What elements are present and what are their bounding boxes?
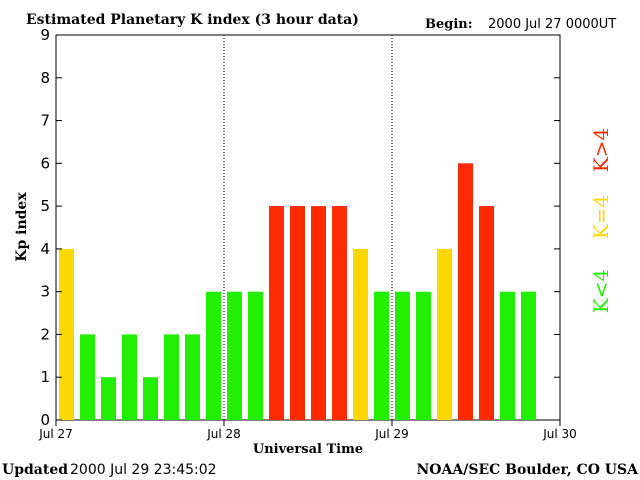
legend-equal: K=4 xyxy=(589,195,613,239)
kp-bar xyxy=(521,291,536,420)
plot-frame xyxy=(55,34,561,421)
y-tick-label: 0 xyxy=(40,411,50,429)
legend-high: K>4 xyxy=(589,128,613,172)
kp-bar xyxy=(500,291,515,420)
x-tick-label: Jul 29 xyxy=(374,427,409,441)
kp-bar xyxy=(206,291,221,420)
kp-bar xyxy=(332,206,347,420)
begin-value: 2000 Jul 27 0000UT xyxy=(488,17,616,32)
kp-bar xyxy=(395,291,410,420)
begin-label: Begin: xyxy=(425,17,473,32)
y-tick-label: 5 xyxy=(40,197,50,215)
bar-series xyxy=(59,163,536,421)
y-tick-label: 2 xyxy=(40,325,50,343)
kp-bar xyxy=(479,206,494,420)
y-tick-label: 9 xyxy=(40,26,50,44)
kp-bar xyxy=(311,206,326,420)
source-credit: NOAA/SEC Boulder, CO USA xyxy=(417,462,640,478)
kp-bar xyxy=(122,334,137,420)
x-tick-label: Jul 27 xyxy=(38,427,73,441)
kp-bar xyxy=(248,291,263,420)
kp-bar xyxy=(101,377,116,420)
y-tick-label: 4 xyxy=(40,240,50,258)
x-axis-label: Universal Time xyxy=(253,442,363,457)
kp-bar xyxy=(290,206,305,420)
kp-bar xyxy=(59,248,74,420)
kp-bar xyxy=(458,163,473,421)
kp-bar xyxy=(164,334,179,420)
kp-bar xyxy=(437,248,452,420)
kp-bar xyxy=(185,334,200,420)
x-axis-ticks: Jul 27 Jul 28 Jul 29 Jul 30 xyxy=(38,420,577,441)
y-tick-label: 3 xyxy=(40,283,50,301)
chart-title: Estimated Planetary K index (3 hour data… xyxy=(26,12,359,28)
kp-bar xyxy=(353,248,368,420)
y-axis-ticks: 0 1 2 3 4 5 6 7 8 9 xyxy=(40,26,560,429)
y-tick-label: 1 xyxy=(40,368,50,386)
kp-bar xyxy=(80,334,95,420)
kp-bar xyxy=(374,291,389,420)
y-axis-label: Kp index xyxy=(14,192,30,262)
x-tick-label: Jul 28 xyxy=(206,427,241,441)
updated-value: 2000 Jul 29 23:45:02 xyxy=(70,462,217,478)
x-tick-label: Jul 30 xyxy=(542,427,577,441)
day-separators xyxy=(223,35,393,420)
y-tick-label: 7 xyxy=(40,112,50,130)
kp-bar xyxy=(227,291,242,420)
y-tick-label: 6 xyxy=(40,154,50,172)
legend-low: K<4 xyxy=(589,269,613,313)
kp-bar xyxy=(143,377,158,420)
updated-label: Updated xyxy=(2,462,68,478)
kp-bar xyxy=(416,291,431,420)
kp-bar xyxy=(269,206,284,420)
y-tick-label: 8 xyxy=(40,69,50,87)
